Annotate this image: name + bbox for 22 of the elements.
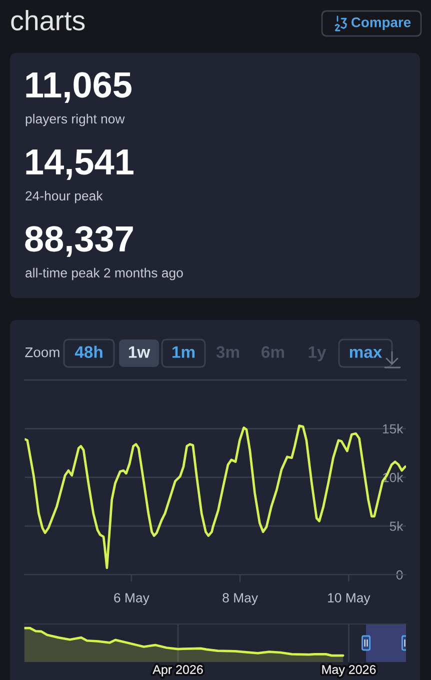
x-tick-label: 8 May	[222, 593, 258, 606]
y-tick-label: 15k	[382, 424, 404, 434]
x-tick-label: Apr 2026	[152, 665, 203, 676]
text: 14,541	[26, 149, 134, 180]
text: 24-hour peak	[26, 190, 103, 204]
text: 1w	[128, 346, 150, 358]
text: all-time peak 2 months ago	[26, 268, 183, 280]
x-tick-label: 6 May	[114, 593, 150, 606]
text: players right now	[26, 114, 125, 126]
text: 48h	[74, 346, 102, 358]
y-tick-label: 0	[396, 570, 403, 580]
text: max	[350, 348, 382, 358]
line-series	[24, 424, 406, 570]
text: 11,065	[26, 72, 132, 103]
text: Compare	[351, 17, 411, 30]
text: 88,337	[25, 226, 133, 257]
text: charts	[11, 10, 85, 30]
text: Zoom	[25, 348, 60, 358]
x-tick-label: May 2026	[322, 665, 376, 676]
y-tick-label: 5k	[390, 521, 404, 531]
x-tick-label: 10 May	[328, 593, 370, 606]
text: 1m	[172, 346, 195, 358]
